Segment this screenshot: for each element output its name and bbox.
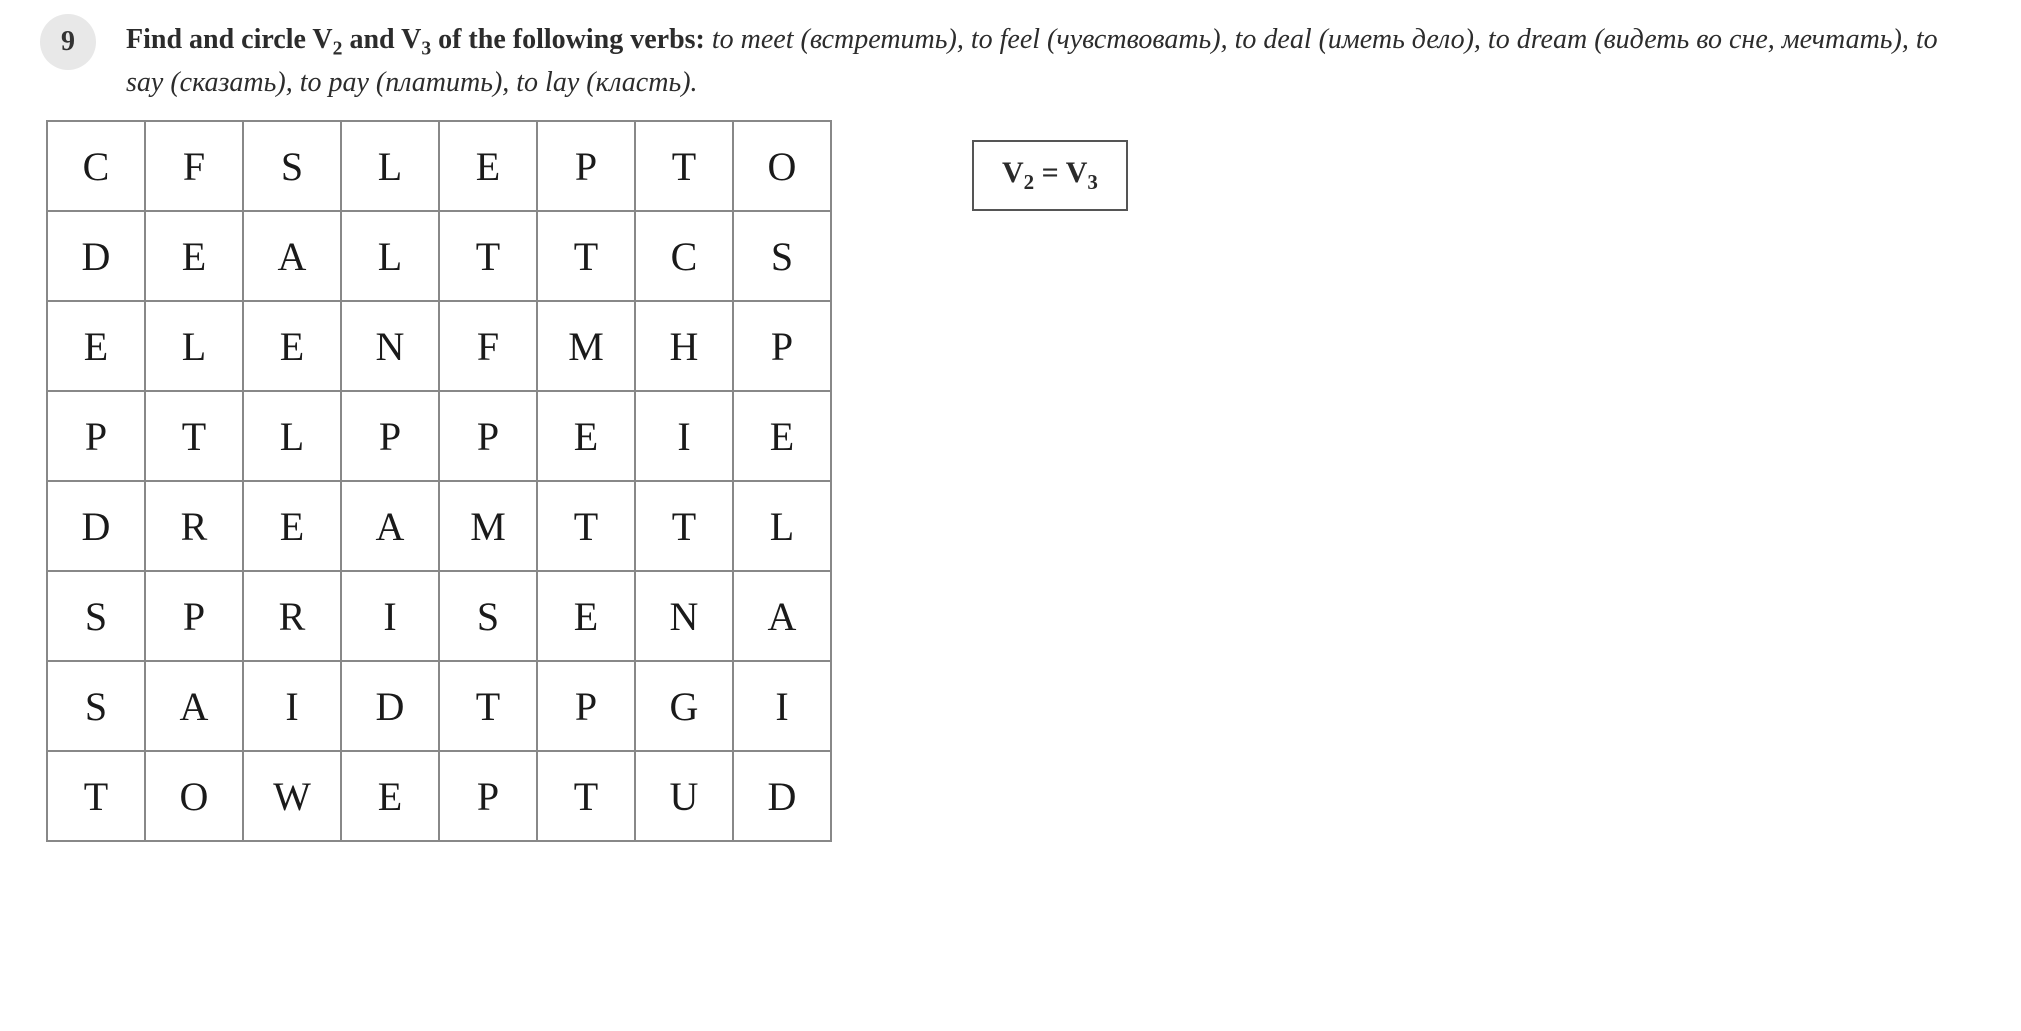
grid-cell: S	[439, 571, 537, 661]
grid-cell: T	[635, 121, 733, 211]
grid-cell: C	[47, 121, 145, 211]
grid-cell: A	[733, 571, 831, 661]
grid-cell: O	[145, 751, 243, 841]
grid-cell: D	[341, 661, 439, 751]
grid-cell: A	[145, 661, 243, 751]
grid-cell: F	[145, 121, 243, 211]
grid-cell: U	[635, 751, 733, 841]
grid-cell: D	[47, 481, 145, 571]
grid-cell: I	[341, 571, 439, 661]
grid-row: ELENFMHP	[47, 301, 831, 391]
exercise-page: 9 Find and circle V2 and V3 of the follo…	[40, 20, 1981, 842]
formula-v1: V	[1002, 156, 1024, 189]
grid-cell: S	[733, 211, 831, 301]
grid-cell: S	[47, 661, 145, 751]
grid-cell: T	[47, 751, 145, 841]
formula-s2: 2	[1024, 170, 1035, 194]
grid-cell: E	[145, 211, 243, 301]
grid-row: DEALTTCS	[47, 211, 831, 301]
grid-row: SPRISENA	[47, 571, 831, 661]
formula-eq: =	[1034, 156, 1066, 189]
grid-row: SAIDTPGI	[47, 661, 831, 751]
exercise-content: Find and circle V2 and V3 of the followi…	[126, 20, 1981, 842]
grid-cell: T	[439, 661, 537, 751]
grid-cell: L	[243, 391, 341, 481]
grid-cell: T	[537, 751, 635, 841]
instruction-lead: Find and circle V	[126, 24, 333, 55]
grid-cell: I	[635, 391, 733, 481]
grid-cell: E	[439, 121, 537, 211]
grid-cell: L	[145, 301, 243, 391]
grid-cell: N	[635, 571, 733, 661]
grid-cell: F	[439, 301, 537, 391]
formula-v2: V	[1066, 156, 1088, 189]
grid-cell: E	[47, 301, 145, 391]
grid-cell: E	[341, 751, 439, 841]
grid-cell: L	[733, 481, 831, 571]
grid-row: TOWEPTUD	[47, 751, 831, 841]
grid-cell: D	[733, 751, 831, 841]
grid-cell: M	[439, 481, 537, 571]
grid-cell: A	[243, 211, 341, 301]
grid-cell: N	[341, 301, 439, 391]
letter-grid: CFSLEPTODEALTTCSELENFMHPPTLPPEIEDREAMTTL…	[46, 120, 832, 842]
grid-cell: D	[47, 211, 145, 301]
grid-cell: P	[47, 391, 145, 481]
instruction-sub2: 2	[333, 39, 343, 60]
exercise-number: 9	[61, 26, 75, 58]
instruction-sub3: 3	[421, 39, 431, 60]
grid-cell: W	[243, 751, 341, 841]
grid-cell: T	[635, 481, 733, 571]
grid-cell: E	[537, 391, 635, 481]
grid-cell: E	[243, 301, 341, 391]
lower-block: CFSLEPTODEALTTCSELENFMHPPTLPPEIEDREAMTTL…	[46, 120, 1981, 842]
grid-cell: P	[439, 391, 537, 481]
grid-cell: T	[145, 391, 243, 481]
grid-cell: E	[537, 571, 635, 661]
grid-cell: T	[537, 481, 635, 571]
grid-cell: E	[243, 481, 341, 571]
grid-cell: P	[145, 571, 243, 661]
exercise-number-badge: 9	[40, 14, 96, 70]
grid-cell: I	[733, 661, 831, 751]
grid-cell: P	[537, 661, 635, 751]
grid-cell: L	[341, 121, 439, 211]
grid-cell: M	[537, 301, 635, 391]
grid-cell: T	[439, 211, 537, 301]
grid-cell: H	[635, 301, 733, 391]
grid-cell: A	[341, 481, 439, 571]
grid-cell: L	[341, 211, 439, 301]
grid-cell: T	[537, 211, 635, 301]
grid-cell: P	[439, 751, 537, 841]
grid-cell: I	[243, 661, 341, 751]
instruction-text: Find and circle V2 and V3 of the followi…	[126, 20, 1981, 102]
grid-cell: S	[47, 571, 145, 661]
grid-row: CFSLEPTO	[47, 121, 831, 211]
instruction-mid2: of the following verbs:	[431, 24, 705, 55]
formula-s3: 3	[1087, 170, 1098, 194]
grid-row: DREAMTTL	[47, 481, 831, 571]
grid-cell: P	[341, 391, 439, 481]
grid-cell: R	[145, 481, 243, 571]
grid-cell: C	[635, 211, 733, 301]
instruction-mid1: and V	[342, 24, 421, 55]
grid-row: PTLPPEIE	[47, 391, 831, 481]
grid-cell: P	[537, 121, 635, 211]
grid-cell: G	[635, 661, 733, 751]
grid-cell: E	[733, 391, 831, 481]
formula-box: V2 = V3	[972, 140, 1128, 211]
grid-cell: R	[243, 571, 341, 661]
grid-cell: S	[243, 121, 341, 211]
grid-cell: O	[733, 121, 831, 211]
grid-cell: P	[733, 301, 831, 391]
